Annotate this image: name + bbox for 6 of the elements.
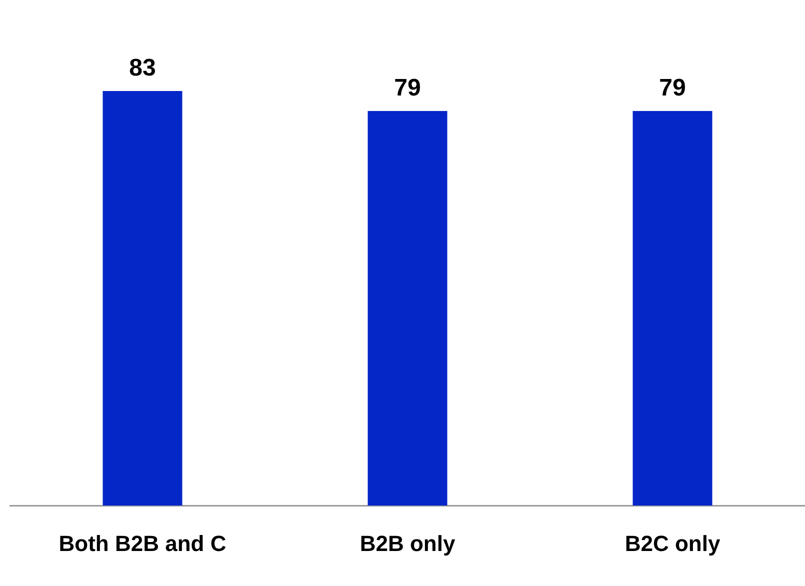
data-label: 79 — [394, 74, 421, 102]
data-label: 83 — [129, 54, 156, 82]
x-tick-label: B2C only — [624, 530, 721, 556]
x-tick-label: B2B only — [360, 530, 456, 556]
data-label: 79 — [659, 74, 686, 102]
x-tick-label: Both B2B and C — [58, 530, 226, 556]
